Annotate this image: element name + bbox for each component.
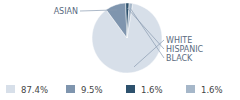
legend-label: 87.4% [21, 85, 48, 95]
legend-swatch [6, 85, 15, 93]
legend: 87.4% 9.5% 1.6% 1.6% [6, 85, 223, 95]
slice-label: HISPANIC [166, 45, 204, 54]
legend-swatch [66, 85, 75, 93]
chart: WHITE ASIAN HISPANICBLACK 87.4% 9.5% 1.6% 1.6% [0, 0, 240, 100]
leader-line [130, 8, 164, 58]
slices [92, 3, 162, 73]
pie-slice [106, 3, 127, 38]
slice-label: ASIAN [54, 7, 78, 16]
legend-label: 1.6% [201, 85, 223, 95]
legend-label: 1.6% [141, 85, 163, 95]
slice-label: WHITE [166, 36, 192, 45]
legend-swatch [126, 85, 135, 93]
leader-line [127, 8, 164, 49]
legend-label: 9.5% [81, 85, 103, 95]
leader-line [80, 10, 117, 11]
slice-label: BLACK [166, 54, 193, 63]
legend-swatch [186, 85, 195, 93]
pie-slice [92, 3, 162, 73]
